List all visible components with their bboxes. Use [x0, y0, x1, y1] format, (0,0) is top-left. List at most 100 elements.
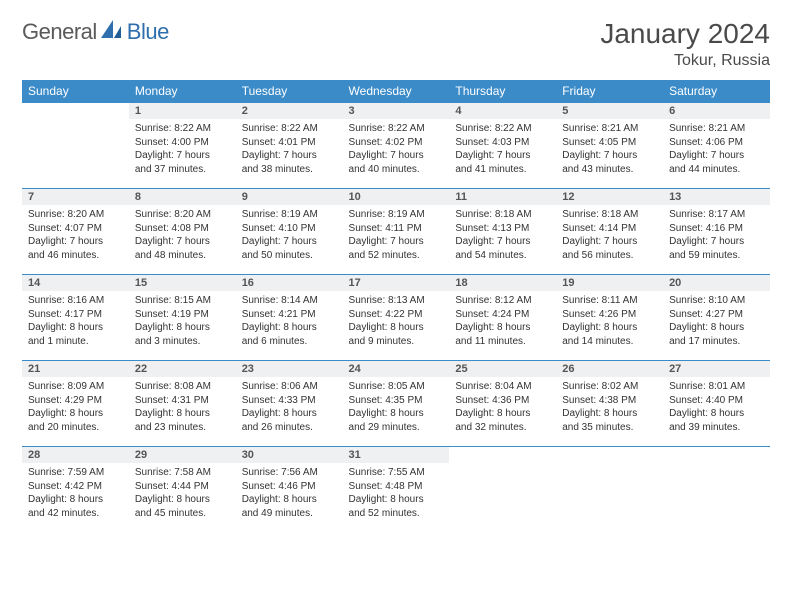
- detail-line: Daylight: 7 hours: [562, 149, 657, 163]
- detail-line: Sunset: 4:48 PM: [349, 480, 444, 494]
- day-number: 2: [236, 103, 343, 119]
- day-number: 7: [22, 189, 129, 205]
- detail-line: Sunrise: 8:19 AM: [242, 208, 337, 222]
- calendar-cell: 2Sunrise: 8:22 AMSunset: 4:01 PMDaylight…: [236, 103, 343, 189]
- week-row: 28Sunrise: 7:59 AMSunset: 4:42 PMDayligh…: [22, 447, 770, 533]
- day-details: Sunrise: 8:18 AMSunset: 4:13 PMDaylight:…: [449, 205, 556, 268]
- day-number: 26: [556, 361, 663, 377]
- calendar-cell: 26Sunrise: 8:02 AMSunset: 4:38 PMDayligh…: [556, 361, 663, 447]
- detail-line: Sunrise: 8:01 AM: [669, 380, 764, 394]
- detail-line: and 48 minutes.: [135, 249, 230, 263]
- calendar-cell: 12Sunrise: 8:18 AMSunset: 4:14 PMDayligh…: [556, 189, 663, 275]
- detail-line: and 42 minutes.: [28, 507, 123, 521]
- detail-line: Daylight: 7 hours: [349, 235, 444, 249]
- header: General Blue January 2024 Tokur, Russia: [22, 18, 770, 70]
- detail-line: Daylight: 7 hours: [455, 149, 550, 163]
- page-title: January 2024: [600, 18, 770, 50]
- detail-line: Daylight: 7 hours: [669, 149, 764, 163]
- detail-line: Daylight: 7 hours: [669, 235, 764, 249]
- detail-line: Sunrise: 8:21 AM: [562, 122, 657, 136]
- logo-sail-icon: [99, 18, 125, 45]
- day-number: 19: [556, 275, 663, 291]
- detail-line: Daylight: 8 hours: [669, 407, 764, 421]
- detail-line: Sunrise: 7:56 AM: [242, 466, 337, 480]
- calendar-cell: 9Sunrise: 8:19 AMSunset: 4:10 PMDaylight…: [236, 189, 343, 275]
- calendar-cell: 5Sunrise: 8:21 AMSunset: 4:05 PMDaylight…: [556, 103, 663, 189]
- detail-line: Sunrise: 7:59 AM: [28, 466, 123, 480]
- day-details: Sunrise: 8:22 AMSunset: 4:01 PMDaylight:…: [236, 119, 343, 182]
- detail-line: Daylight: 7 hours: [349, 149, 444, 163]
- day-details: Sunrise: 7:55 AMSunset: 4:48 PMDaylight:…: [343, 463, 450, 526]
- logo: General Blue: [22, 18, 169, 45]
- detail-line: and 20 minutes.: [28, 421, 123, 435]
- day-number: [449, 447, 556, 463]
- detail-line: Sunrise: 8:22 AM: [349, 122, 444, 136]
- detail-line: Sunrise: 8:09 AM: [28, 380, 123, 394]
- detail-line: Sunset: 4:26 PM: [562, 308, 657, 322]
- day-number: 22: [129, 361, 236, 377]
- detail-line: Daylight: 7 hours: [242, 235, 337, 249]
- day-details: Sunrise: 8:19 AMSunset: 4:10 PMDaylight:…: [236, 205, 343, 268]
- day-header: Tuesday: [236, 80, 343, 103]
- detail-line: Sunrise: 8:06 AM: [242, 380, 337, 394]
- day-details: Sunrise: 8:08 AMSunset: 4:31 PMDaylight:…: [129, 377, 236, 440]
- detail-line: Sunset: 4:11 PM: [349, 222, 444, 236]
- detail-line: Sunset: 4:33 PM: [242, 394, 337, 408]
- detail-line: Sunrise: 8:05 AM: [349, 380, 444, 394]
- detail-line: Daylight: 8 hours: [562, 321, 657, 335]
- detail-line: Sunrise: 8:20 AM: [135, 208, 230, 222]
- day-header: Wednesday: [343, 80, 450, 103]
- title-block: January 2024 Tokur, Russia: [600, 18, 770, 70]
- calendar-cell: 25Sunrise: 8:04 AMSunset: 4:36 PMDayligh…: [449, 361, 556, 447]
- day-number: [663, 447, 770, 463]
- detail-line: and 52 minutes.: [349, 249, 444, 263]
- detail-line: Daylight: 8 hours: [242, 321, 337, 335]
- detail-line: Sunset: 4:31 PM: [135, 394, 230, 408]
- calendar-cell: 18Sunrise: 8:12 AMSunset: 4:24 PMDayligh…: [449, 275, 556, 361]
- day-details: Sunrise: 8:20 AMSunset: 4:08 PMDaylight:…: [129, 205, 236, 268]
- detail-line: and 44 minutes.: [669, 163, 764, 177]
- week-row: 14Sunrise: 8:16 AMSunset: 4:17 PMDayligh…: [22, 275, 770, 361]
- detail-line: and 41 minutes.: [455, 163, 550, 177]
- day-number: 23: [236, 361, 343, 377]
- calendar-cell: 27Sunrise: 8:01 AMSunset: 4:40 PMDayligh…: [663, 361, 770, 447]
- detail-line: and 43 minutes.: [562, 163, 657, 177]
- detail-line: Sunrise: 8:10 AM: [669, 294, 764, 308]
- detail-line: Sunset: 4:35 PM: [349, 394, 444, 408]
- day-number: 14: [22, 275, 129, 291]
- calendar-cell: [449, 447, 556, 533]
- detail-line: Daylight: 7 hours: [455, 235, 550, 249]
- detail-line: and 6 minutes.: [242, 335, 337, 349]
- detail-line: Sunrise: 8:08 AM: [135, 380, 230, 394]
- calendar-cell: 29Sunrise: 7:58 AMSunset: 4:44 PMDayligh…: [129, 447, 236, 533]
- detail-line: Sunset: 4:29 PM: [28, 394, 123, 408]
- day-details: Sunrise: 8:13 AMSunset: 4:22 PMDaylight:…: [343, 291, 450, 354]
- detail-line: and 40 minutes.: [349, 163, 444, 177]
- calendar-cell: 16Sunrise: 8:14 AMSunset: 4:21 PMDayligh…: [236, 275, 343, 361]
- calendar-cell: 11Sunrise: 8:18 AMSunset: 4:13 PMDayligh…: [449, 189, 556, 275]
- day-details: Sunrise: 8:20 AMSunset: 4:07 PMDaylight:…: [22, 205, 129, 268]
- day-details: Sunrise: 8:05 AMSunset: 4:35 PMDaylight:…: [343, 377, 450, 440]
- day-number: 13: [663, 189, 770, 205]
- day-number: 4: [449, 103, 556, 119]
- detail-line: Daylight: 7 hours: [135, 235, 230, 249]
- detail-line: Sunrise: 8:18 AM: [455, 208, 550, 222]
- detail-line: Daylight: 8 hours: [349, 493, 444, 507]
- detail-line: and 49 minutes.: [242, 507, 337, 521]
- day-number: 8: [129, 189, 236, 205]
- day-details: Sunrise: 7:59 AMSunset: 4:42 PMDaylight:…: [22, 463, 129, 526]
- detail-line: Sunset: 4:24 PM: [455, 308, 550, 322]
- detail-line: Sunset: 4:13 PM: [455, 222, 550, 236]
- detail-line: Daylight: 8 hours: [242, 407, 337, 421]
- calendar-cell: [556, 447, 663, 533]
- detail-line: Sunset: 4:38 PM: [562, 394, 657, 408]
- calendar-cell: [22, 103, 129, 189]
- detail-line: Sunrise: 7:55 AM: [349, 466, 444, 480]
- detail-line: and 9 minutes.: [349, 335, 444, 349]
- detail-line: and 56 minutes.: [562, 249, 657, 263]
- detail-line: Daylight: 8 hours: [455, 407, 550, 421]
- detail-line: Sunrise: 8:16 AM: [28, 294, 123, 308]
- day-number: 1: [129, 103, 236, 119]
- calendar-cell: 13Sunrise: 8:17 AMSunset: 4:16 PMDayligh…: [663, 189, 770, 275]
- detail-line: Sunrise: 8:22 AM: [455, 122, 550, 136]
